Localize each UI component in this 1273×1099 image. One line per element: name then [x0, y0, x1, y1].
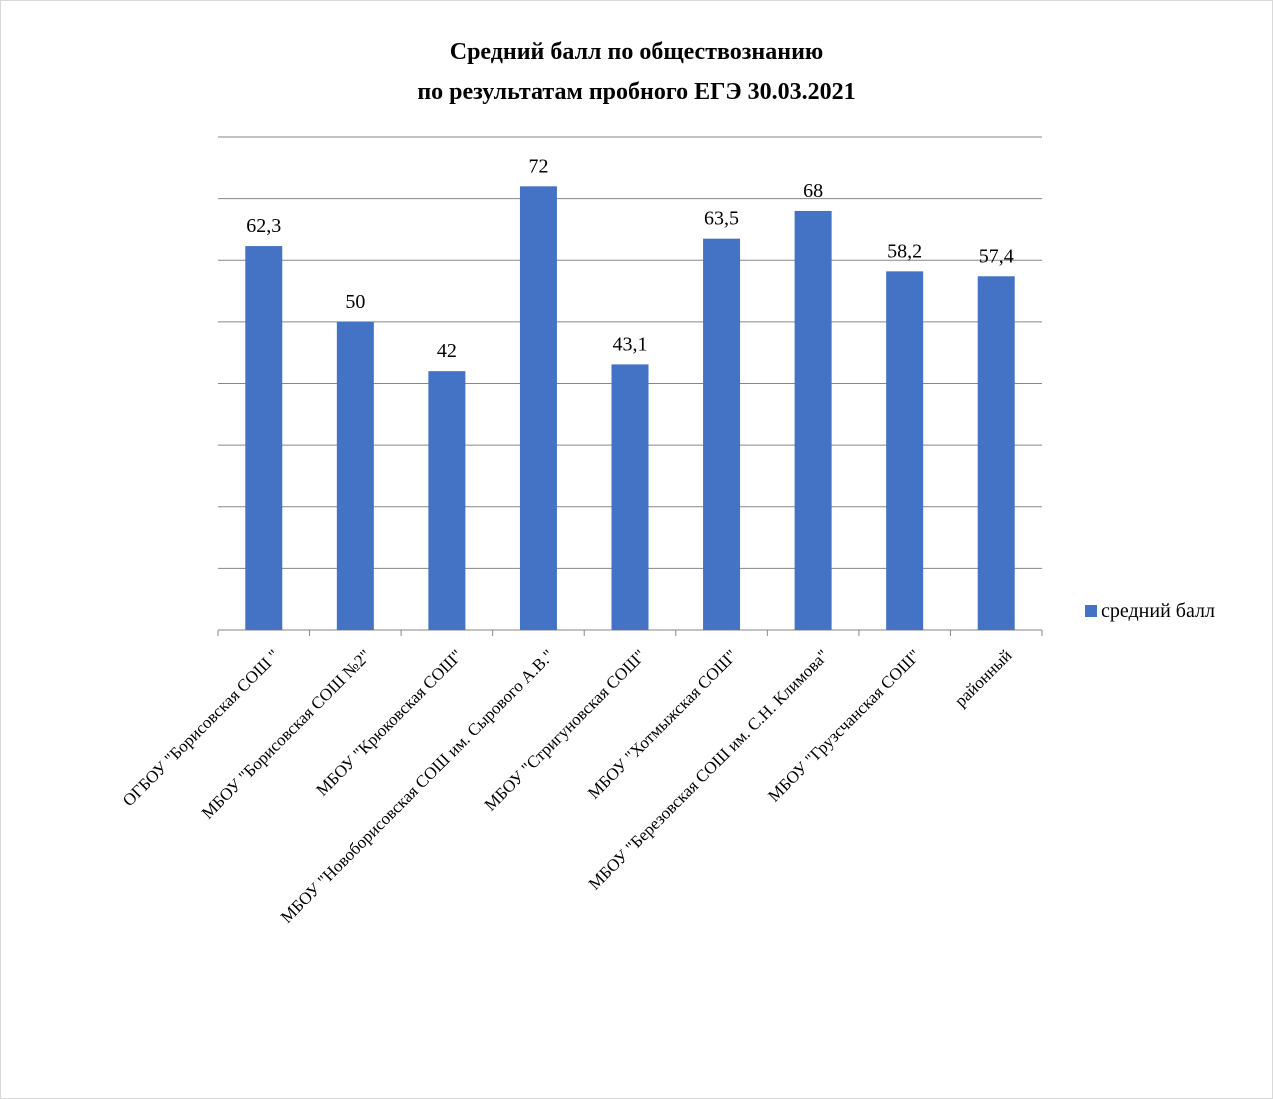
- chart-title-line-2: по результатам пробного ЕГЭ 30.03.2021: [417, 79, 856, 105]
- chart-title: Средний балл по обществознанию по резуль…: [0, 32, 1273, 112]
- data-label: 62,3: [246, 215, 281, 237]
- x-tick-label: МБОУ "Борисовская СОШ №2": [198, 646, 375, 823]
- data-label: 57,4: [979, 245, 1014, 267]
- data-label: 58,2: [887, 240, 922, 262]
- data-label: 42: [437, 340, 457, 362]
- x-tick-label: МБОУ "Хотмыжская СОШ": [584, 646, 741, 803]
- data-label: 63,5: [704, 208, 739, 230]
- bar: [886, 271, 924, 630]
- data-label: 72: [528, 155, 548, 177]
- bar: [703, 238, 741, 630]
- data-label: 43,1: [613, 333, 648, 355]
- bar: [611, 364, 649, 630]
- bar: [794, 210, 832, 630]
- legend: средний балл: [1085, 598, 1215, 624]
- x-tick-label: МБОУ "Грузсчанская СОШ": [764, 646, 924, 806]
- bar: [245, 246, 283, 631]
- data-label: 50: [345, 291, 365, 313]
- chart-title-line-1: Средний балл по обществознанию: [449, 39, 824, 65]
- bar: [519, 186, 557, 631]
- x-tick-label: МБОУ "Крюковская СОШ": [312, 646, 466, 800]
- data-label: 68: [803, 180, 823, 202]
- bar: [336, 321, 374, 630]
- x-tick-label: ОГБОУ "Борисовская СОШ ": [119, 646, 283, 810]
- x-tick-label: МБОУ "Стригуновская СОШ": [481, 646, 650, 815]
- bar: [428, 371, 466, 630]
- bar: [977, 276, 1015, 630]
- legend-swatch: [1085, 605, 1097, 617]
- legend-label: средний балл: [1101, 599, 1215, 622]
- x-tick-label: районный: [951, 646, 1016, 711]
